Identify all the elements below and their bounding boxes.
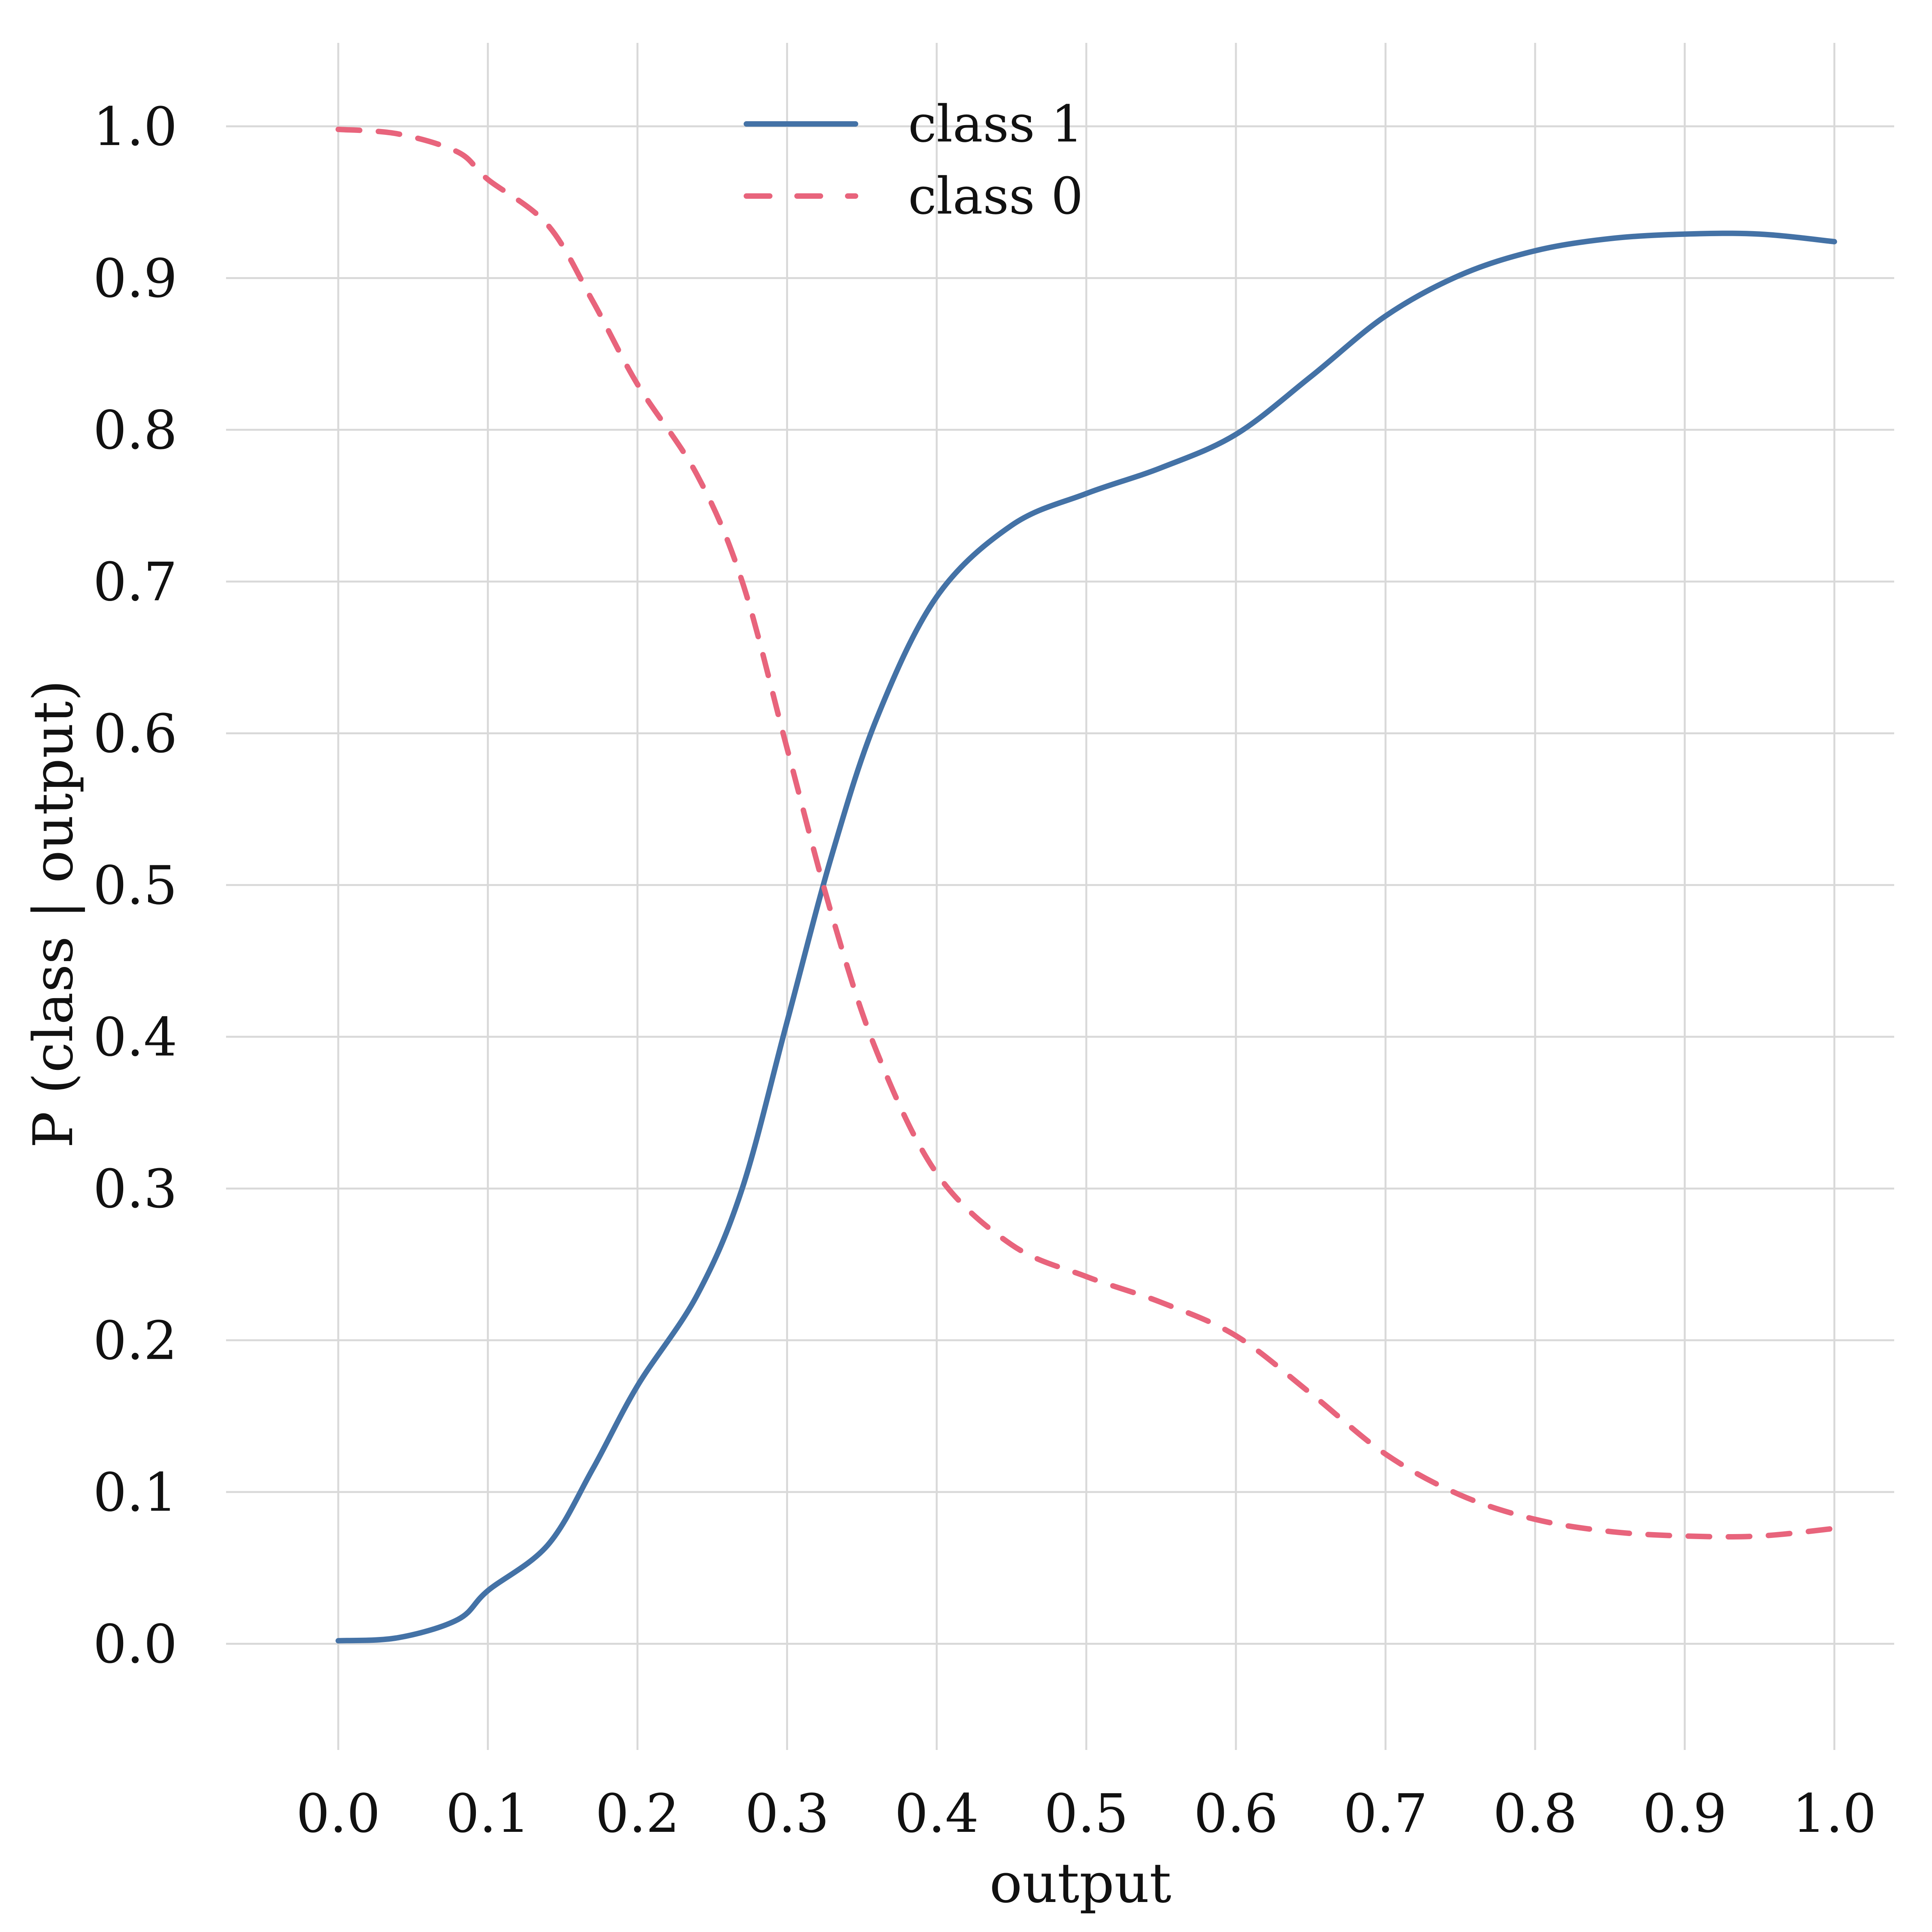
x-tick-label: 1.0 — [1792, 1783, 1876, 1845]
x-tick-label: 0.8 — [1493, 1783, 1577, 1845]
y-tick-label: 0.4 — [93, 1007, 177, 1068]
y-tick-label: 0.3 — [93, 1158, 177, 1220]
x-tick-label: 0.6 — [1194, 1783, 1278, 1845]
x-tick-label: 0.9 — [1642, 1783, 1727, 1845]
y-axis-label: P (class | output) — [22, 680, 85, 1148]
x-tick-label: 0.4 — [894, 1783, 979, 1845]
y-tick-label: 0.7 — [93, 551, 177, 613]
series-line-class-1 — [335, 230, 1837, 1644]
series-group — [335, 126, 1837, 1644]
grid — [226, 43, 1894, 1750]
y-tick-label: 0.1 — [93, 1462, 177, 1524]
x-tick-label: 0.3 — [745, 1783, 829, 1845]
axis-labels: output P (class | output) — [22, 680, 1171, 1915]
series-line-class-0 — [335, 126, 1837, 1540]
y-tick-label: 0.2 — [93, 1310, 177, 1372]
legend-label-class-1: class 1 — [908, 94, 1083, 154]
x-tick-label: 0.7 — [1343, 1783, 1428, 1845]
tick-labels: 0.0 0.1 0.2 0.3 0.4 0.5 0.6 0.7 0.8 0.9 1.0 0.0 0.1 0… — [93, 96, 1877, 1845]
x-tick-label: 0.0 — [296, 1783, 380, 1845]
y-tick-label: 1.0 — [93, 96, 177, 158]
y-tick-label: 0.8 — [93, 400, 177, 461]
y-tick-label: 0.0 — [93, 1614, 177, 1675]
x-tick-label: 0.1 — [446, 1783, 530, 1845]
y-tick-label: 0.5 — [93, 855, 177, 917]
legend-label-class-0: class 0 — [908, 166, 1083, 226]
x-axis-label: output — [990, 1852, 1172, 1915]
x-tick-label: 0.5 — [1044, 1783, 1128, 1845]
legend: class 1 class 0 — [744, 94, 1083, 226]
y-tick-label: 0.9 — [93, 248, 177, 309]
y-tick-label: 0.6 — [93, 703, 177, 765]
x-tick-label: 0.2 — [595, 1783, 679, 1845]
